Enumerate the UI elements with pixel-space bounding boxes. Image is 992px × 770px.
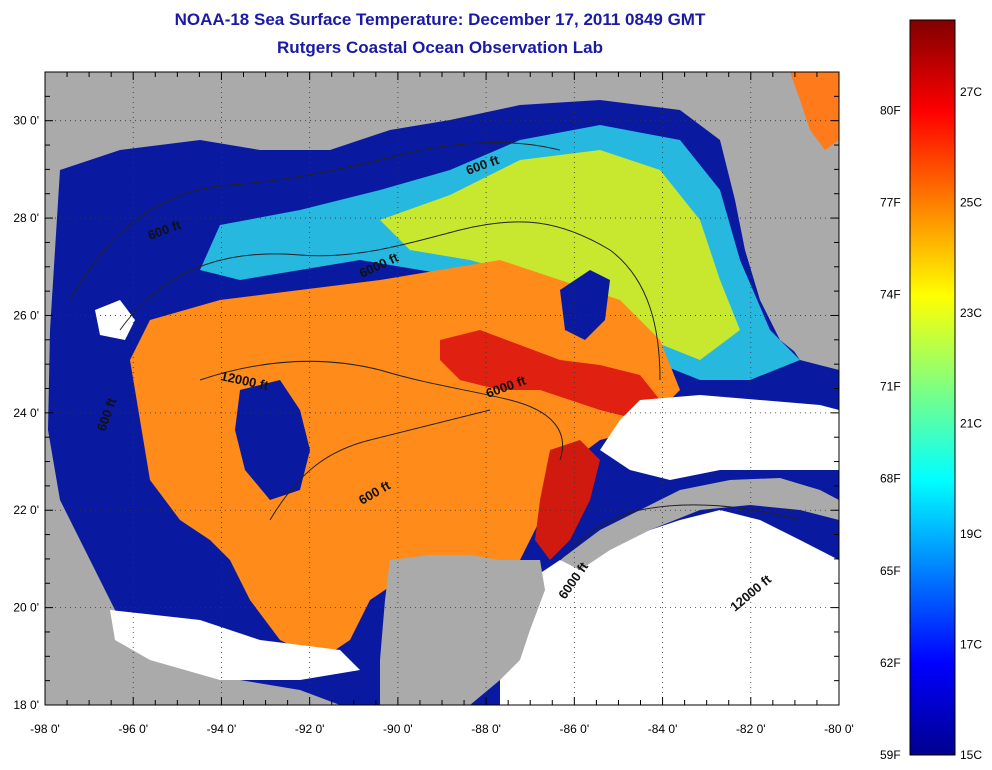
- sst-hot-region-south: [535, 440, 600, 560]
- colorbar-celsius-label: 17C: [960, 637, 982, 651]
- florida-land: [720, 130, 820, 360]
- sst-cold-eddy-north: [560, 270, 610, 340]
- colorbar-celsius-label: 23C: [960, 306, 982, 320]
- colorbar-fahrenheit-label: 65F: [880, 564, 901, 578]
- cuba-land: [560, 478, 839, 570]
- colorbar-celsius-label: 25C: [960, 195, 982, 209]
- colorbar-celsius-labels: 27C 25C 23C 21C 19C 17C 15C: [960, 85, 982, 762]
- sst-atlantic-warm: [790, 72, 839, 150]
- colorbar-fahrenheit-label: 71F: [880, 380, 901, 394]
- colorbar-fahrenheit-label: 77F: [880, 195, 901, 209]
- sst-cold-eddy: [235, 380, 310, 500]
- graticule: [45, 72, 839, 705]
- x-tick-label: -92 0': [295, 722, 325, 736]
- x-tick-label: -90 0': [383, 722, 413, 736]
- y-tick-label: 30 0': [13, 114, 39, 128]
- colorbar: [909, 19, 956, 756]
- x-tick-label: -96 0': [118, 722, 148, 736]
- y-axis-tick-labels: 18 0' 20 0' 22 0' 24 0' 26 0' 28 0' 30 0': [13, 114, 39, 712]
- colorbar-celsius-label: 21C: [960, 416, 982, 430]
- yucatan-land: [380, 555, 545, 705]
- y-tick-label: 18 0': [13, 698, 39, 712]
- colorbar-celsius-label: 19C: [960, 527, 982, 541]
- colorbar-fahrenheit-label: 68F: [880, 472, 901, 486]
- colorbar-fahrenheit-labels: 80F 77F 74F 71F 68F 65F 62F 59F: [880, 103, 901, 762]
- x-tick-label: -84 0': [648, 722, 678, 736]
- y-tick-label: 28 0': [13, 211, 39, 225]
- colorbar-celsius-label: 27C: [960, 85, 982, 99]
- y-tick-label: 20 0': [13, 601, 39, 615]
- y-tick-label: 22 0': [13, 503, 39, 517]
- colorbar-fahrenheit-label: 74F: [880, 287, 901, 301]
- bathymetry-contours: [69, 142, 801, 561]
- map-subtitle: Rutgers Coastal Ocean Observation Lab: [277, 38, 603, 57]
- colorbar-celsius-label: 15C: [960, 748, 982, 762]
- x-tick-label: -98 0': [30, 722, 60, 736]
- x-tick-label: -94 0': [207, 722, 237, 736]
- colorbar-fahrenheit-label: 80F: [880, 103, 901, 117]
- x-tick-label: -86 0': [560, 722, 590, 736]
- cloud-cover-florida-straits: [600, 395, 839, 480]
- map-area: 600 ft 600 ft 6000 ft 12000 ft 600 ft 60…: [45, 72, 839, 705]
- colorbar-fahrenheit-label: 59F: [880, 748, 901, 762]
- cloud-cover-southwest: [110, 610, 360, 680]
- y-tick-label: 24 0': [13, 406, 39, 420]
- map-title: NOAA-18 Sea Surface Temperature: Decembe…: [174, 10, 706, 29]
- colorbar-fahrenheit-label: 62F: [880, 656, 901, 670]
- sst-hot-region: [440, 330, 660, 420]
- cloud-cover-west: [95, 300, 135, 340]
- x-tick-label: -82 0': [736, 722, 766, 736]
- x-axis-tick-labels: -98 0' -96 0' -94 0' -92 0' -90 0' -88 0' -86 …: [30, 722, 854, 736]
- y-tick-label: 26 0': [13, 308, 39, 322]
- axis-ticks: [44, 71, 840, 706]
- x-tick-label: -88 0': [471, 722, 501, 736]
- x-tick-label: -80 0': [824, 722, 854, 736]
